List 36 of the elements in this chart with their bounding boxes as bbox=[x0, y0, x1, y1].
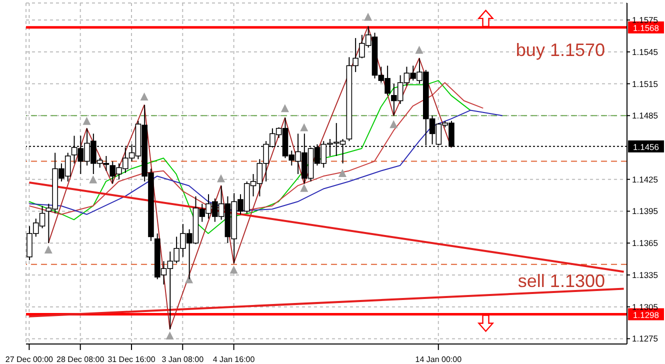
point bbox=[89, 175, 98, 184]
point bbox=[217, 174, 226, 182]
x-tick-label: 27 Dec 00:00 bbox=[5, 355, 54, 364]
y-tick-label: 1.1335 bbox=[632, 270, 658, 280]
y-tick-label: 1.1275 bbox=[632, 334, 658, 344]
point bbox=[300, 184, 308, 192]
x-tick-label: 28 Dec 08:00 bbox=[56, 355, 105, 364]
point bbox=[338, 168, 346, 177]
point bbox=[415, 46, 424, 54]
point bbox=[280, 104, 289, 112]
ref-line-label: 1.1298 bbox=[633, 310, 660, 320]
y-tick-label: 1.1365 bbox=[632, 238, 658, 248]
ref-line-label: 1.1456 bbox=[633, 142, 660, 152]
x-tick-label: 4 Jan 16:00 bbox=[212, 355, 256, 364]
point bbox=[166, 332, 174, 340]
annotation: buy 1.1570 bbox=[516, 40, 605, 60]
point bbox=[390, 120, 398, 128]
y-tick-label: 1.1395 bbox=[632, 206, 658, 216]
point bbox=[140, 92, 148, 100]
y-tick-label: 1.1485 bbox=[632, 110, 658, 121]
annotation: sell 1.1300 bbox=[518, 271, 605, 292]
y-tick-label: 1.1545 bbox=[632, 46, 658, 57]
x-tick-label: 3 Jan 08:00 bbox=[162, 355, 204, 364]
ref-line-label: 1.1568 bbox=[633, 22, 660, 33]
point bbox=[300, 123, 308, 132]
point bbox=[230, 266, 238, 274]
y-tick-label: 1.1425 bbox=[632, 174, 658, 184]
line-series bbox=[28, 82, 484, 215]
x-tick-label: 31 Dec 16:00 bbox=[108, 355, 156, 364]
line-series bbox=[28, 80, 471, 234]
point bbox=[364, 12, 372, 21]
x-tick-label: 14 Jan 00:00 bbox=[415, 355, 462, 364]
y-tick-label: 1.1515 bbox=[632, 78, 658, 89]
point bbox=[82, 116, 91, 125]
line-series bbox=[28, 110, 503, 215]
point bbox=[44, 245, 52, 254]
